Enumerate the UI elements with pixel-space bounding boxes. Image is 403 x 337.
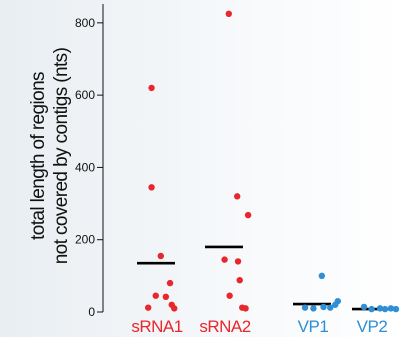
- data-point-vp1: [332, 301, 339, 308]
- data-point-srna1: [162, 293, 170, 301]
- data-point-srna2: [221, 256, 228, 263]
- y-tick-label: 400: [75, 160, 95, 174]
- category-label-srna1: sRNA1: [131, 317, 182, 336]
- y-tick-label: 800: [75, 16, 95, 30]
- data-point-srna2: [244, 211, 252, 219]
- y-axis-label-line-1: total length of regions: [28, 72, 49, 240]
- data-point-srna1: [148, 84, 155, 92]
- data-point-vp1: [301, 304, 309, 311]
- data-point-srna2: [234, 193, 241, 200]
- data-point-srna1: [157, 252, 164, 260]
- y-axis-label-line-2: not covered by contigs (nts): [51, 47, 72, 264]
- mean-bars: [137, 245, 390, 311]
- data-point-srna2: [234, 258, 242, 265]
- category-label-vp1: VP1: [298, 317, 329, 336]
- y-axis-ticks: 0 200 400 600 800: [75, 16, 103, 319]
- y-tick-label: 600: [75, 88, 95, 102]
- data-point-vp2: [360, 303, 368, 311]
- data-point-srna1: [145, 304, 152, 311]
- data-point-srna2: [242, 305, 249, 312]
- data-point-srna2: [225, 10, 232, 18]
- data-point-srna1: [171, 305, 178, 312]
- data-point-vp2: [392, 305, 400, 313]
- category-label-vp2: VP2: [357, 317, 388, 336]
- data-point-vp1: [327, 304, 334, 311]
- data-point-vp2: [381, 305, 389, 313]
- category-label-srna2: sRNA2: [199, 317, 250, 336]
- data-point-srna2: [236, 276, 243, 284]
- data-point-vp1: [310, 305, 317, 312]
- category-labels: sRNA1 sRNA2 VP1 VP2: [131, 317, 388, 336]
- data-point-srna1: [152, 292, 159, 299]
- y-axis-label: total length of regions not covered by c…: [28, 47, 72, 264]
- data-point-srna1: [148, 184, 155, 191]
- data-point-vp2: [387, 305, 395, 312]
- data-point-srna1: [166, 279, 174, 287]
- data-point-vp1: [320, 303, 327, 311]
- data-point-vp1: [318, 272, 326, 280]
- data-point-srna2: [226, 292, 233, 299]
- data-point-vp2: [376, 305, 384, 312]
- y-tick-label: 0: [88, 305, 95, 319]
- data-points: [145, 10, 400, 313]
- y-tick-label: 200: [75, 233, 95, 247]
- data-point-vp2: [368, 305, 375, 313]
